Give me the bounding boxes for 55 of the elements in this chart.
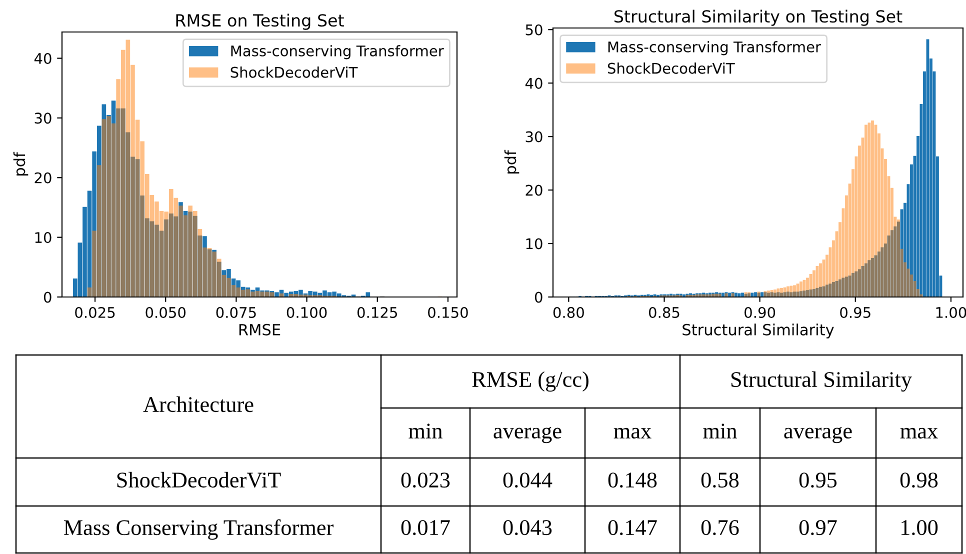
text: 0.76: [701, 520, 739, 536]
legend-label: Mass-conserving Transformer: [608, 41, 821, 56]
text: 0.023: [401, 472, 450, 488]
legend-label: ShockDecoderViT: [230, 66, 358, 78]
category-label: max: [900, 428, 938, 439]
category-label: min: [703, 424, 737, 438]
y-tick-label: 30: [526, 131, 542, 142]
text: 0.95: [799, 472, 837, 488]
chart-title: Structural Similarity on Testing Set: [614, 10, 902, 26]
text: 0.98: [900, 472, 938, 488]
legend-label: Mass-conserving Transformer: [231, 45, 444, 60]
category-label: ShockDecoderViT: [117, 472, 281, 488]
text: 0.044: [503, 472, 552, 488]
x-axis-title: Structural Similarity: [682, 324, 834, 338]
y-tick-label: 30: [34, 112, 52, 124]
category-label: Mass Conserving Transformer: [64, 519, 334, 540]
text: 0.97: [799, 520, 837, 536]
y-axis-title: pdf: [504, 150, 520, 174]
x-tick-label: 1.00: [936, 306, 966, 318]
y-tick-label: 20: [526, 184, 542, 196]
x-tick-label: 0.025: [75, 306, 115, 318]
x-tick-label: 0.150: [428, 306, 468, 318]
y-tick-label: 0: [534, 292, 542, 303]
y-tick-label: 40: [34, 52, 52, 64]
y-tick-label: 40: [525, 78, 542, 89]
legend-label: ShockDecoderViT: [608, 62, 735, 74]
category-label: average: [784, 426, 852, 444]
text: 1.00: [902, 520, 938, 536]
y-tick-label: 50: [526, 24, 542, 36]
text: 0.017: [401, 520, 450, 536]
chart-title: RMSE on Testing Set: [176, 14, 344, 30]
y-tick-label: 10: [35, 232, 52, 244]
text: 0.58: [701, 472, 739, 488]
x-tick-label: 0.85: [648, 306, 680, 318]
text: 0.148: [608, 472, 657, 488]
x-tick-label: 0.80: [553, 306, 584, 318]
text: 0.147: [608, 520, 657, 536]
x-tick-label: 0.050: [146, 306, 186, 318]
y-tick-label: 20: [34, 172, 52, 184]
x-axis-title: RMSE: [239, 324, 280, 336]
y-axis-title: pdf: [13, 152, 28, 176]
y-tick-label: 10: [526, 238, 542, 250]
x-tick-label: 0.95: [840, 306, 870, 318]
text: 0.043: [503, 520, 552, 536]
x-tick-label: 0.100: [286, 306, 327, 318]
x-tick-label: 0.075: [216, 306, 256, 318]
x-tick-label: 0.125: [357, 306, 397, 318]
text: Architecture: [143, 396, 254, 412]
category-label: min: [408, 424, 442, 438]
category-label: average: [494, 426, 562, 444]
category-label: max: [614, 428, 652, 439]
y-tick-label: 0: [44, 292, 52, 303]
text: RMSE (g/cc): [472, 371, 588, 392]
text: Structural Similarity: [731, 371, 912, 392]
x-tick-label: 0.90: [744, 306, 776, 318]
